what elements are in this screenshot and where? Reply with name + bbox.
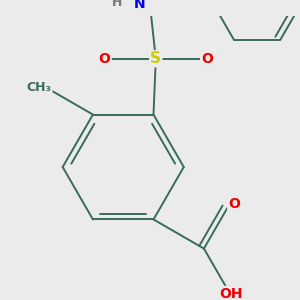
Text: O: O <box>99 52 110 66</box>
Text: CH₃: CH₃ <box>26 81 51 94</box>
Text: OH: OH <box>219 287 242 300</box>
Text: O: O <box>228 196 240 211</box>
Text: H: H <box>112 0 123 9</box>
Text: N: N <box>134 0 145 11</box>
Text: S: S <box>150 51 161 66</box>
Text: O: O <box>201 52 213 66</box>
